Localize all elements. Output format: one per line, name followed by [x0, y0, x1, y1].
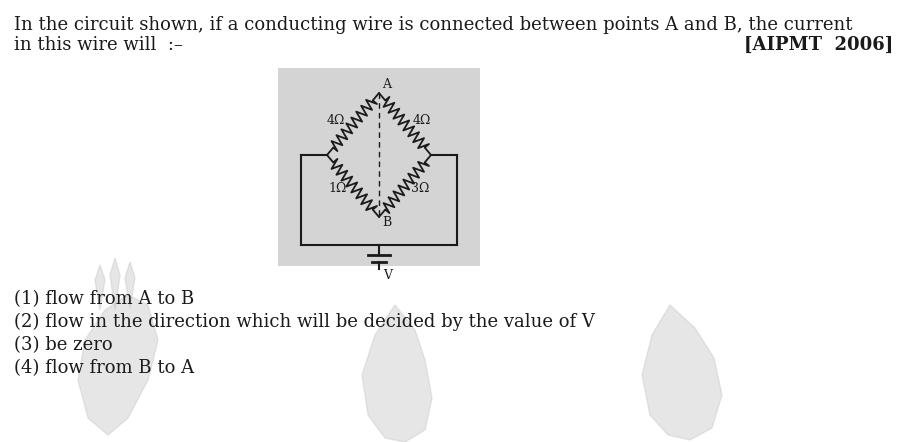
Text: 3Ω: 3Ω: [411, 182, 429, 194]
Polygon shape: [125, 262, 135, 308]
Text: A: A: [382, 78, 391, 91]
Text: 4Ω: 4Ω: [413, 114, 431, 127]
Text: In the circuit shown, if a conducting wire is connected between points A and B, : In the circuit shown, if a conducting wi…: [14, 16, 853, 34]
Text: (2) flow in the direction which will be decided by the value of V: (2) flow in the direction which will be …: [14, 313, 595, 331]
Text: V: V: [383, 269, 392, 282]
Text: B: B: [382, 216, 391, 229]
Text: [AIPMT  2006]: [AIPMT 2006]: [744, 36, 893, 54]
Polygon shape: [362, 305, 432, 442]
Text: (3) be zero: (3) be zero: [14, 336, 113, 354]
Polygon shape: [642, 305, 722, 440]
Polygon shape: [78, 295, 158, 435]
Text: (4) flow from B to A: (4) flow from B to A: [14, 359, 194, 377]
Polygon shape: [95, 265, 105, 310]
Polygon shape: [110, 258, 120, 310]
Text: (1) flow from A to B: (1) flow from A to B: [14, 290, 194, 308]
Text: in this wire will  :–: in this wire will :–: [14, 36, 183, 54]
Text: 1Ω: 1Ω: [329, 182, 347, 194]
Text: 4Ω: 4Ω: [327, 114, 345, 127]
Bar: [278, 68, 480, 266]
